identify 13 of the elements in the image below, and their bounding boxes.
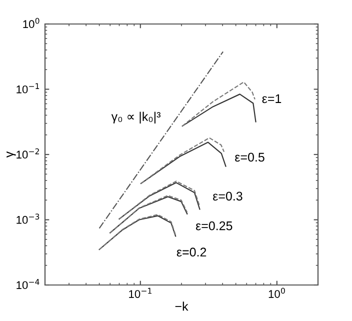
series-label: ε=0.5: [235, 152, 264, 162]
series-label: γ₀ ∝ |k₀|³: [111, 112, 160, 124]
y-tick-label: 10$^{−3}$: [16, 214, 40, 224]
y-axis-title: γ: [6, 151, 16, 158]
y-tick-label: 10$^{0}$: [23, 18, 40, 28]
x-axis-title: −k: [175, 302, 188, 311]
series-label: ε=1: [262, 94, 282, 104]
y-tick-label: 10$^{−1}$: [16, 83, 40, 94]
y-tick-label: 10$^{−2}$: [16, 148, 39, 159]
series-label: ε=0.25: [196, 221, 232, 230]
series-label: ε=0.2: [176, 248, 206, 257]
y-tick-label: 10$^{−4}$: [16, 279, 40, 290]
series-label: ε=0.3: [213, 192, 242, 201]
